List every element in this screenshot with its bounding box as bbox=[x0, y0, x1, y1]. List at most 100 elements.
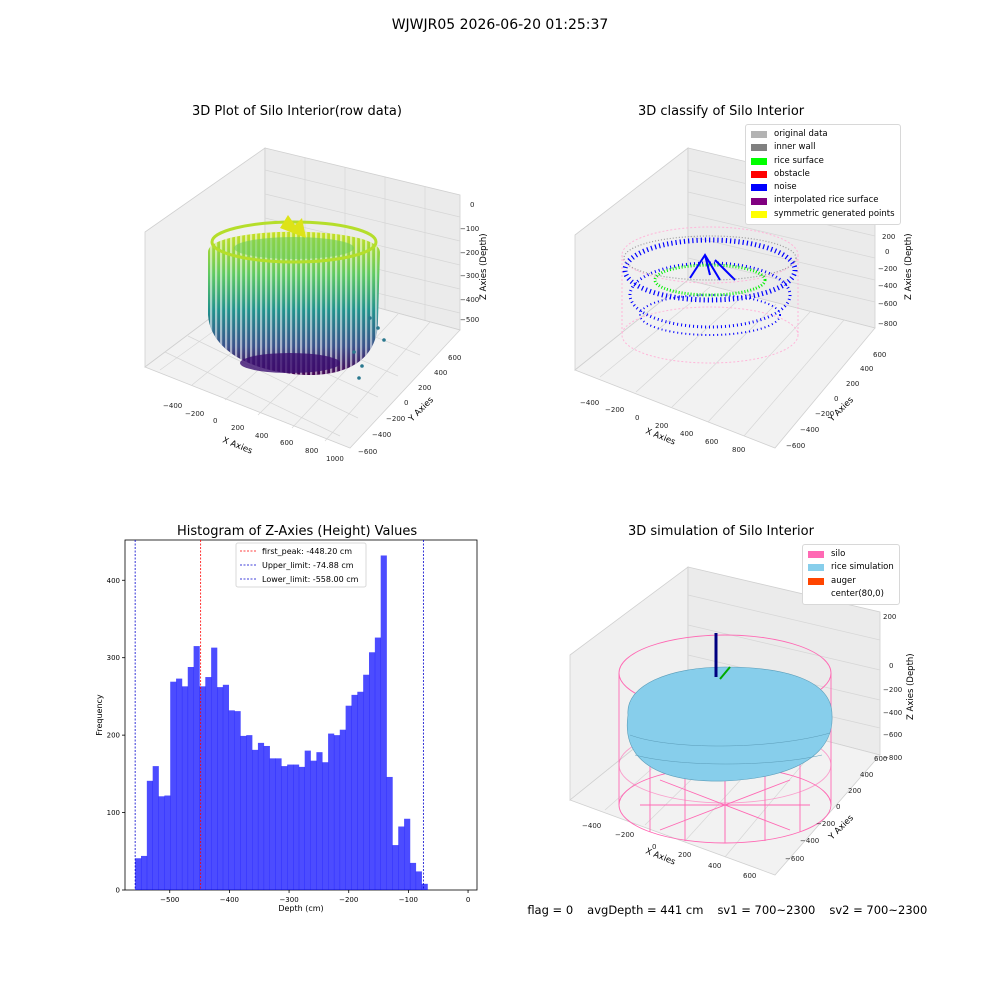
raw-y-tick: −200 bbox=[386, 415, 405, 423]
histogram-bar bbox=[310, 760, 317, 890]
histogram-title: Histogram of Z-Axies (Height) Values bbox=[177, 524, 418, 539]
simulation-z-tick: −600 bbox=[883, 731, 902, 739]
simulation-x-tick: 600 bbox=[743, 872, 756, 880]
raw-3d-plot[interactable]: −400 −200 0 200 400 600 800 1000 −600 −4… bbox=[130, 130, 490, 470]
histogram-x-tick-label: −300 bbox=[279, 896, 298, 904]
histogram-x-axis-label: Depth (cm) bbox=[278, 904, 323, 913]
histogram-bar bbox=[287, 764, 294, 890]
raw-y-tick: 200 bbox=[418, 384, 431, 392]
classify-z-tick: 0 bbox=[885, 248, 889, 256]
legend-label-lower-limit: Lower_limit: -558.00 cm bbox=[262, 575, 359, 584]
histogram-bar bbox=[386, 776, 393, 890]
figure-title: WJWJR05 2026-06-20 01:25:37 bbox=[391, 17, 609, 33]
raw-y-tick: 0 bbox=[404, 399, 408, 407]
classify-x-tick: −400 bbox=[580, 399, 599, 407]
histogram-bar bbox=[199, 686, 206, 890]
classify-x-tick: 600 bbox=[705, 438, 718, 446]
legend-swatch bbox=[751, 144, 767, 152]
histogram-bar bbox=[246, 735, 253, 890]
simulation-3d-plot[interactable]: −400 −200 0 200 400 600 −600 −400 −200 0… bbox=[560, 555, 930, 885]
histogram-chart[interactable]: −500 −400 −300 −200 −100 0 0 100 200 300 400 Dept… bbox=[60, 530, 500, 920]
histogram-y-tick-label: 300 bbox=[107, 654, 120, 662]
raw-x-tick: 600 bbox=[280, 439, 293, 447]
simulation-z-tick: −200 bbox=[883, 686, 902, 694]
simulation-y-tick: −400 bbox=[800, 837, 819, 845]
legend-swatch bbox=[751, 171, 767, 179]
legend-swatch bbox=[808, 564, 824, 572]
status-line: flag = 0 avgDepth = 441 cm sv1 = 700~2300 s… bbox=[520, 889, 941, 917]
legend-entry-noise: noise bbox=[751, 181, 895, 194]
histogram-legend: first_peak: -448.20 cm Upper_limit: -74.… bbox=[235, 542, 367, 588]
classify-z-tick: −200 bbox=[878, 265, 897, 273]
raw-point-cloud bbox=[208, 215, 386, 380]
classify-plot-title: 3D classify of Silo Interior bbox=[638, 104, 805, 119]
legend-label: rice surface bbox=[774, 155, 824, 166]
simulation-y-tick: 400 bbox=[860, 771, 873, 779]
legend-swatch bbox=[751, 157, 767, 165]
simulation-plot-title: 3D simulation of Silo Interior bbox=[628, 524, 814, 539]
classify-z-tick: −800 bbox=[878, 320, 897, 328]
legend-entry-obstacle: obstacle bbox=[751, 168, 895, 181]
raw-x-tick: 800 bbox=[305, 447, 318, 455]
legend-label: silo bbox=[831, 549, 846, 559]
simulation-auger bbox=[714, 633, 731, 680]
histogram-bar bbox=[293, 764, 300, 890]
histogram-bar bbox=[369, 652, 376, 890]
status-flag: flag = 0 bbox=[527, 903, 574, 917]
legend-entry-silo: silo bbox=[808, 548, 894, 561]
legend-swatch bbox=[808, 577, 824, 585]
raw-plot-title: 3D Plot of Silo Interior(row data) bbox=[192, 104, 402, 119]
legend-label-upper-limit: Upper_limit: -74.88 cm bbox=[262, 561, 354, 570]
status-sv2: sv2 = 700~2300 bbox=[829, 903, 928, 917]
histogram-bar bbox=[211, 647, 218, 890]
histogram-bar bbox=[339, 729, 346, 890]
legend-entry-center: center(80,0) bbox=[808, 588, 894, 601]
histogram-y-tick-label: 100 bbox=[107, 809, 120, 817]
legend-label: symmetric generated points bbox=[774, 208, 895, 219]
histogram-x-tick-label: −200 bbox=[339, 896, 358, 904]
classify-legend: original data inner wall rice surface ob… bbox=[745, 124, 901, 226]
histogram-bar bbox=[380, 555, 387, 890]
simulation-legend: silo rice simulation auger center(80,0) bbox=[802, 544, 900, 606]
legend-label: original data bbox=[774, 129, 828, 139]
simulation-y-tick: −200 bbox=[816, 820, 835, 828]
raw-x-tick: 200 bbox=[231, 424, 244, 432]
classify-y-tick: −200 bbox=[815, 410, 834, 418]
raw-y-tick: −600 bbox=[358, 448, 377, 456]
histogram-bar bbox=[398, 826, 405, 890]
classify-y-tick: 600 bbox=[873, 351, 886, 359]
simulation-rice-surface bbox=[626, 666, 833, 782]
histogram-bar bbox=[164, 795, 171, 890]
simulation-y-tick: −600 bbox=[785, 855, 804, 863]
histogram-bar bbox=[316, 752, 323, 890]
histogram-bar bbox=[228, 710, 235, 890]
status-avg-depth: avgDepth = 441 cm bbox=[587, 903, 704, 917]
histogram-bar bbox=[234, 711, 241, 890]
raw-z-tick: −200 bbox=[460, 249, 479, 257]
histogram-bar bbox=[357, 691, 364, 890]
legend-label: auger bbox=[831, 575, 856, 586]
histogram-y-axis-label: Frequency bbox=[95, 694, 104, 736]
raw-z-tick: 0 bbox=[470, 201, 474, 209]
simulation-z-tick: 200 bbox=[883, 613, 896, 621]
histogram-bar bbox=[275, 758, 282, 890]
legend-swatch bbox=[808, 551, 824, 559]
legend-entry-auger: auger bbox=[808, 575, 894, 588]
histogram-bar bbox=[409, 862, 417, 890]
histogram-bar bbox=[269, 758, 276, 890]
simulation-x-tick: 400 bbox=[708, 862, 721, 870]
histogram-bar bbox=[263, 745, 270, 890]
simulation-z-tick: −400 bbox=[883, 709, 902, 717]
histogram-bar bbox=[135, 858, 142, 890]
legend-entry-rice-surface: rice surface bbox=[751, 155, 895, 168]
legend-entry-rice-simulation: rice simulation bbox=[808, 561, 894, 574]
classify-x-tick: 200 bbox=[655, 422, 668, 430]
simulation-x-tick: 200 bbox=[678, 851, 691, 859]
histogram-bar bbox=[328, 733, 335, 890]
legend-swatch bbox=[751, 131, 767, 139]
raw-z-tick: −500 bbox=[460, 316, 479, 324]
legend-label: obstacle bbox=[774, 168, 810, 179]
simulation-y-tick: 600 bbox=[874, 755, 887, 763]
classify-z-tick: −400 bbox=[878, 282, 897, 290]
simulation-y-tick: 0 bbox=[836, 803, 840, 811]
